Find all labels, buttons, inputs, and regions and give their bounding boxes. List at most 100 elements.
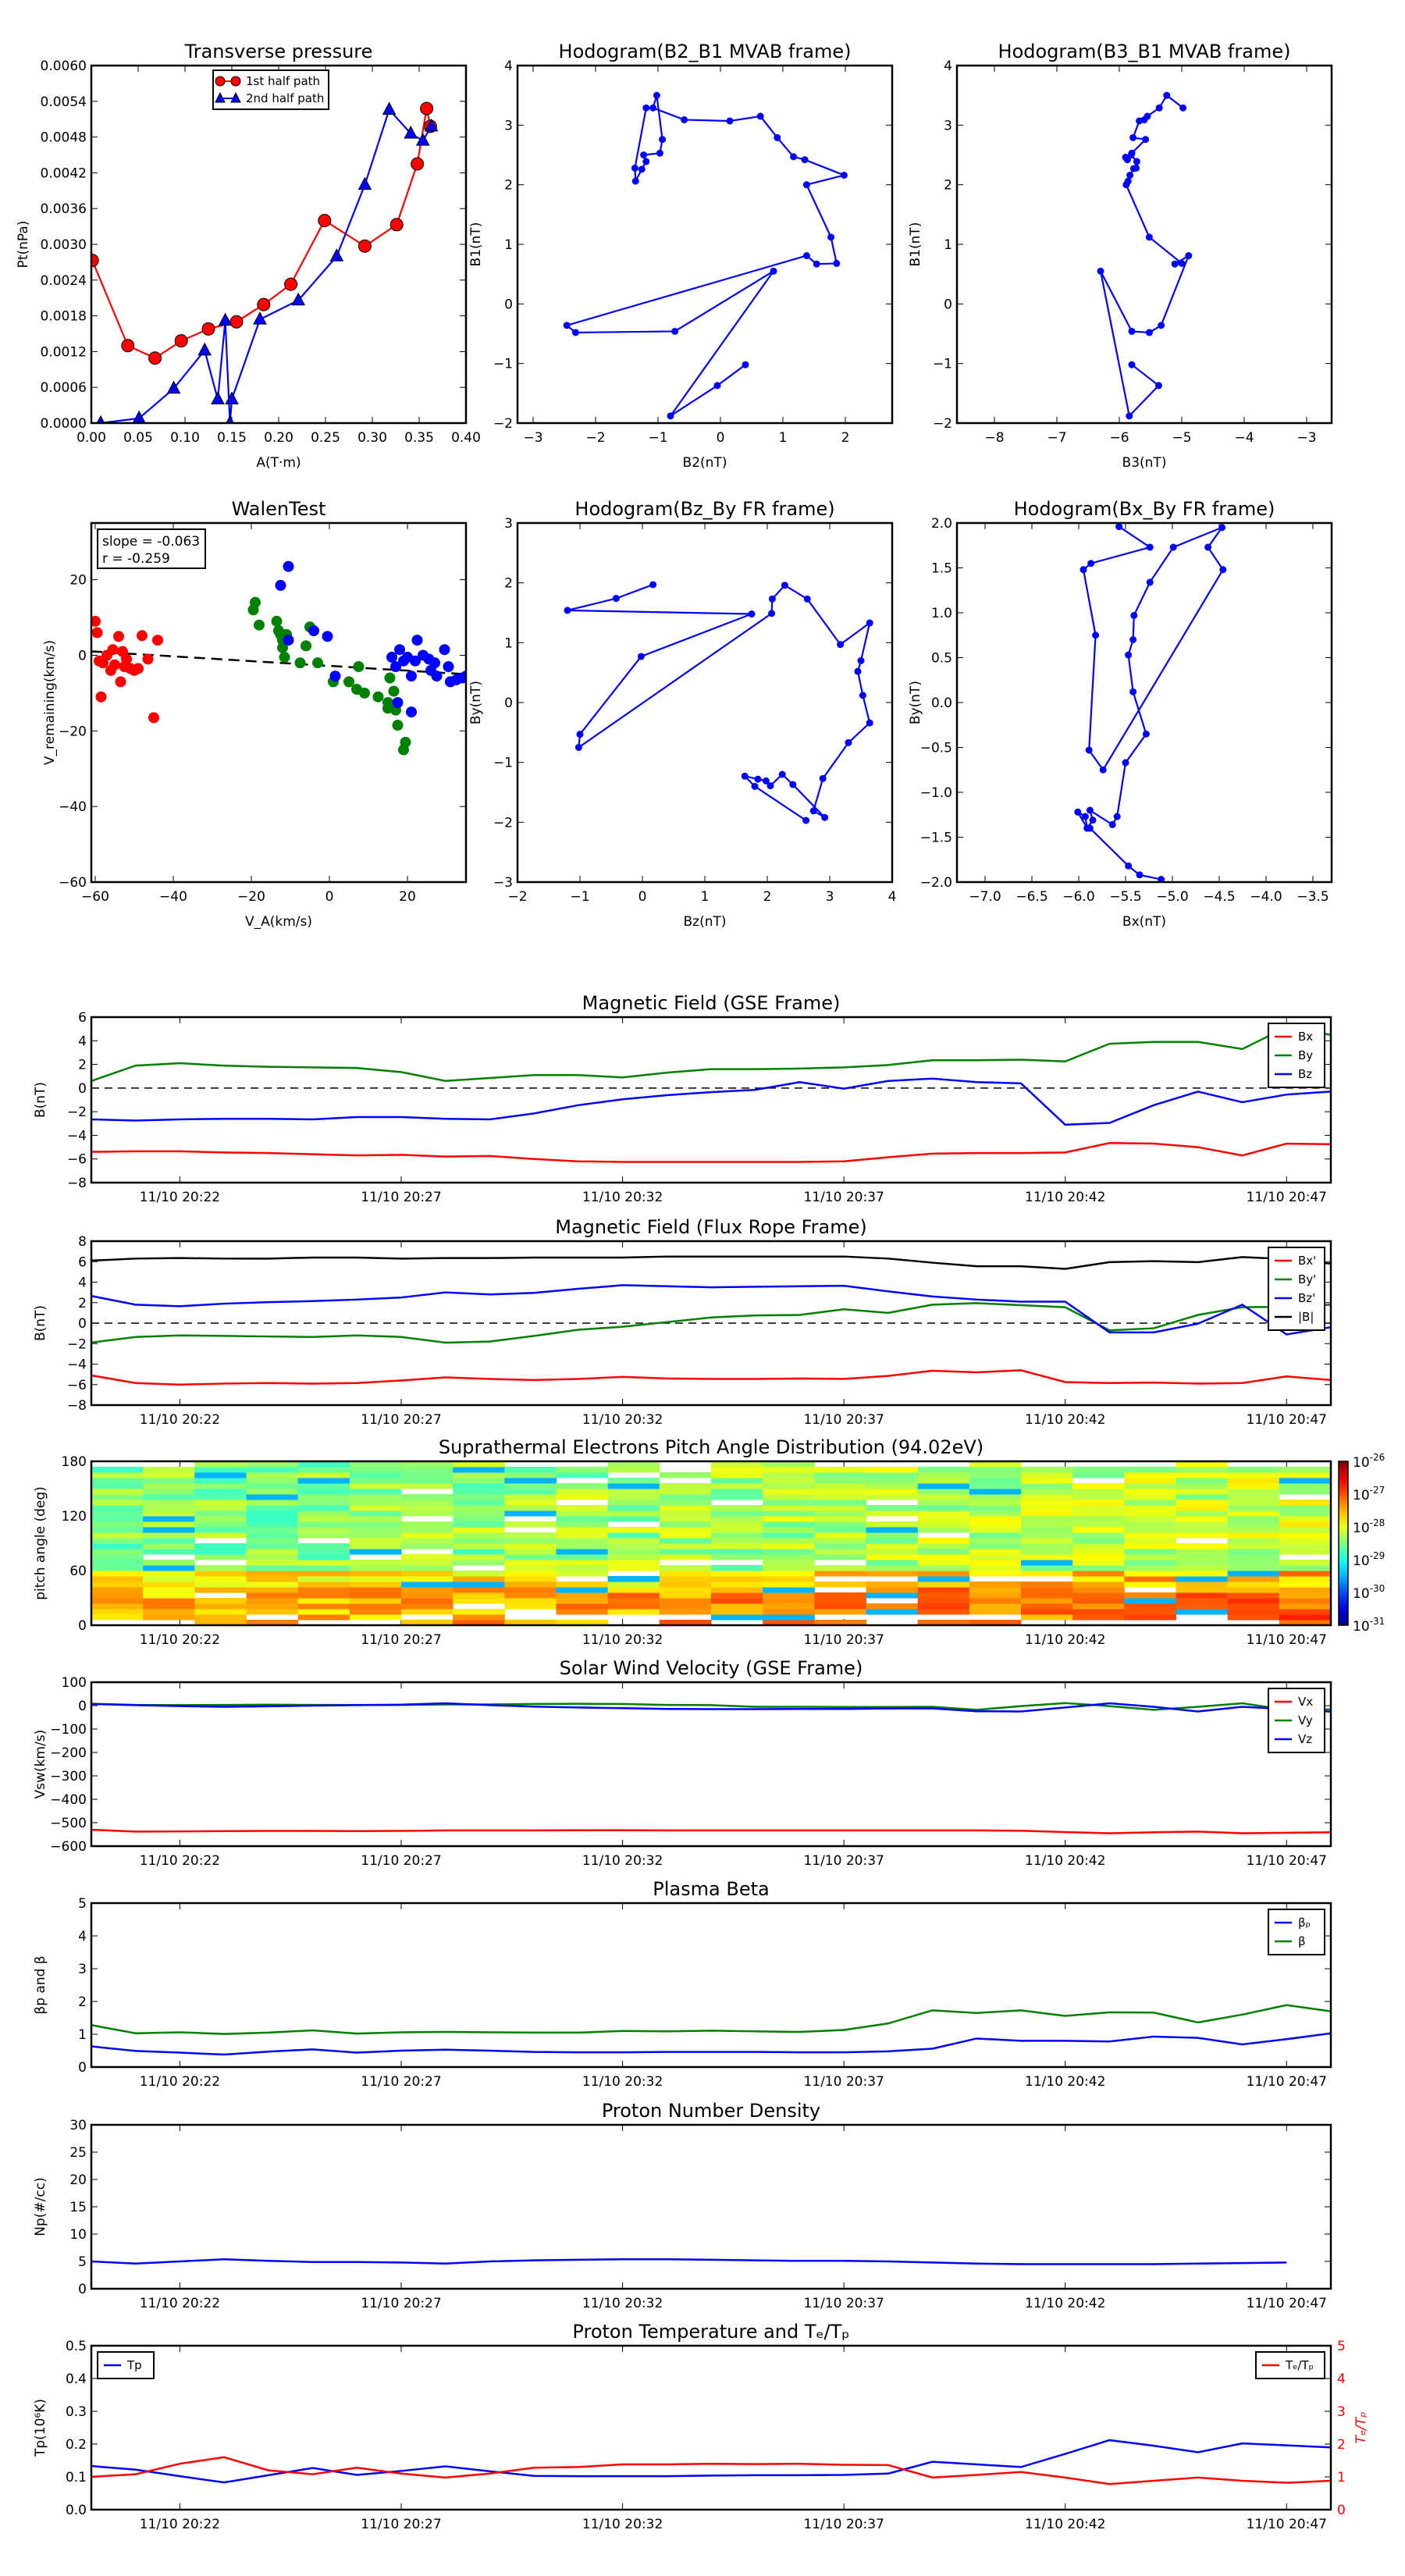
y-tick-label: 2 bbox=[78, 1058, 87, 1073]
data-point bbox=[748, 610, 756, 618]
heatmap-cell bbox=[91, 1543, 144, 1550]
heatmap-cell bbox=[349, 1549, 402, 1555]
heatmap-cell bbox=[246, 1592, 299, 1599]
heatmap-cell bbox=[763, 1505, 815, 1511]
heatmap-cell bbox=[504, 1565, 557, 1571]
y-tick-label: 2 bbox=[504, 576, 513, 592]
data-point bbox=[211, 391, 225, 404]
heatmap-cell bbox=[917, 1527, 970, 1533]
x-tick-label: 0.40 bbox=[451, 430, 481, 446]
legend-label: Vx bbox=[1298, 1695, 1313, 1709]
heatmap-cell bbox=[453, 1467, 505, 1473]
x-tick-label: 11/10 20:22 bbox=[140, 1412, 220, 1428]
data-point bbox=[1081, 813, 1089, 820]
heatmap-cell bbox=[1072, 1560, 1125, 1566]
scatter-point-blue bbox=[283, 560, 294, 572]
heatmap-cell bbox=[763, 1565, 815, 1571]
heatmap-cell bbox=[453, 1587, 505, 1593]
legend-label: Tp bbox=[126, 2358, 142, 2372]
data-point bbox=[1154, 382, 1162, 390]
heatmap-cell bbox=[969, 1592, 1022, 1599]
data-point bbox=[201, 322, 215, 336]
y-tick-label: 2 bbox=[504, 178, 513, 194]
heatmap-cell bbox=[711, 1472, 763, 1478]
heatmap-cell bbox=[969, 1560, 1022, 1566]
x-tick-label: 11/10 20:42 bbox=[1025, 1853, 1105, 1869]
heatmap-cell bbox=[607, 1505, 660, 1511]
data-point bbox=[1146, 578, 1154, 586]
legend-label: β bbox=[1298, 1934, 1306, 1948]
heatmap-cell bbox=[659, 1549, 712, 1555]
heatmap-cell bbox=[1124, 1538, 1176, 1544]
heatmap-cell bbox=[969, 1494, 1022, 1500]
colorbar-tick-exponent: -27 bbox=[1370, 1485, 1385, 1496]
heatmap-cell bbox=[659, 1494, 712, 1500]
legend: Bx' By' Bz' |B| bbox=[1268, 1247, 1325, 1331]
axes-frame bbox=[90, 1016, 1332, 1184]
plot-area bbox=[91, 2004, 1331, 2056]
heatmap-cell bbox=[349, 1587, 402, 1593]
heatmap-cell bbox=[1124, 1489, 1176, 1495]
heatmap-cell bbox=[814, 1609, 866, 1615]
heatmap-cell bbox=[143, 1521, 195, 1528]
y-tick-label: −60 bbox=[59, 875, 87, 891]
data-point bbox=[1087, 560, 1095, 568]
scatter-point-red bbox=[95, 691, 107, 703]
heatmap-cell bbox=[659, 1582, 712, 1588]
heatmap-cell bbox=[917, 1489, 970, 1495]
y-axis-label: Np(#/cc) bbox=[33, 2177, 48, 2236]
heatmap-cell bbox=[1227, 1478, 1280, 1484]
heatmap-cell bbox=[917, 1587, 970, 1593]
y-tick-label: 4 bbox=[78, 1929, 87, 1944]
data-point bbox=[1092, 632, 1100, 639]
axes-frame bbox=[90, 2123, 1332, 2290]
chart-title: Transverse pressure bbox=[184, 41, 373, 62]
colorbar-tick-base: 10 bbox=[1353, 1455, 1370, 1471]
data-point bbox=[1142, 730, 1150, 738]
data-point bbox=[357, 239, 372, 253]
heatmap-cell bbox=[349, 1560, 402, 1566]
plot-area bbox=[563, 91, 848, 420]
y-tick-label: −20 bbox=[59, 724, 87, 739]
heatmap-cell bbox=[763, 1521, 815, 1528]
scatter-point-red bbox=[133, 663, 144, 674]
chart-title: Hodogram(Bx_By FR frame) bbox=[1014, 498, 1275, 520]
y-tick-label: −1 bbox=[933, 357, 952, 372]
y-tick-label: −1.5 bbox=[920, 831, 952, 846]
heatmap-cell bbox=[297, 1609, 350, 1615]
heatmap-cell bbox=[453, 1494, 505, 1500]
heatmap-cell bbox=[917, 1538, 970, 1544]
heatmap-cell bbox=[659, 1598, 712, 1604]
heatmap-cell bbox=[349, 1532, 402, 1539]
x-tick-label: −6.5 bbox=[1016, 889, 1048, 905]
heatmap-cell bbox=[917, 1571, 970, 1577]
heatmap-cell bbox=[711, 1521, 763, 1528]
heatmap-cell bbox=[1227, 1538, 1280, 1544]
heatmap-cell bbox=[453, 1516, 505, 1522]
heatmap-cell bbox=[246, 1505, 299, 1511]
heatmap-cell bbox=[1279, 1510, 1332, 1517]
y-tick-label: 0 bbox=[78, 2282, 87, 2297]
heatmap-cell bbox=[1227, 1576, 1280, 1582]
scatter-point-green bbox=[271, 615, 283, 627]
heatmap-cell bbox=[246, 1521, 299, 1528]
x-tick-label: 0 bbox=[638, 889, 647, 905]
heatmap-cell bbox=[917, 1494, 970, 1500]
heatmap-cell bbox=[401, 1478, 454, 1484]
y-tick-label: −400 bbox=[50, 1792, 87, 1808]
heatmap-cell bbox=[349, 1494, 402, 1500]
heatmap-cell bbox=[866, 1560, 919, 1566]
heatmap-cell bbox=[143, 1571, 195, 1577]
heatmap-cell bbox=[453, 1614, 505, 1621]
x-tick-label: 20 bbox=[399, 889, 416, 905]
x-tick-label: 11/10 20:37 bbox=[803, 1412, 884, 1428]
y-axis-label: B(nT) bbox=[33, 1305, 48, 1341]
heatmap-cell bbox=[453, 1521, 505, 1528]
heatmap-cell bbox=[246, 1461, 299, 1468]
data-point bbox=[1126, 412, 1133, 420]
x-tick-label: 0.35 bbox=[404, 430, 434, 446]
heatmap-cell bbox=[711, 1582, 763, 1588]
heatmap-cell bbox=[1227, 1483, 1280, 1489]
heatmap-cell bbox=[763, 1527, 815, 1533]
